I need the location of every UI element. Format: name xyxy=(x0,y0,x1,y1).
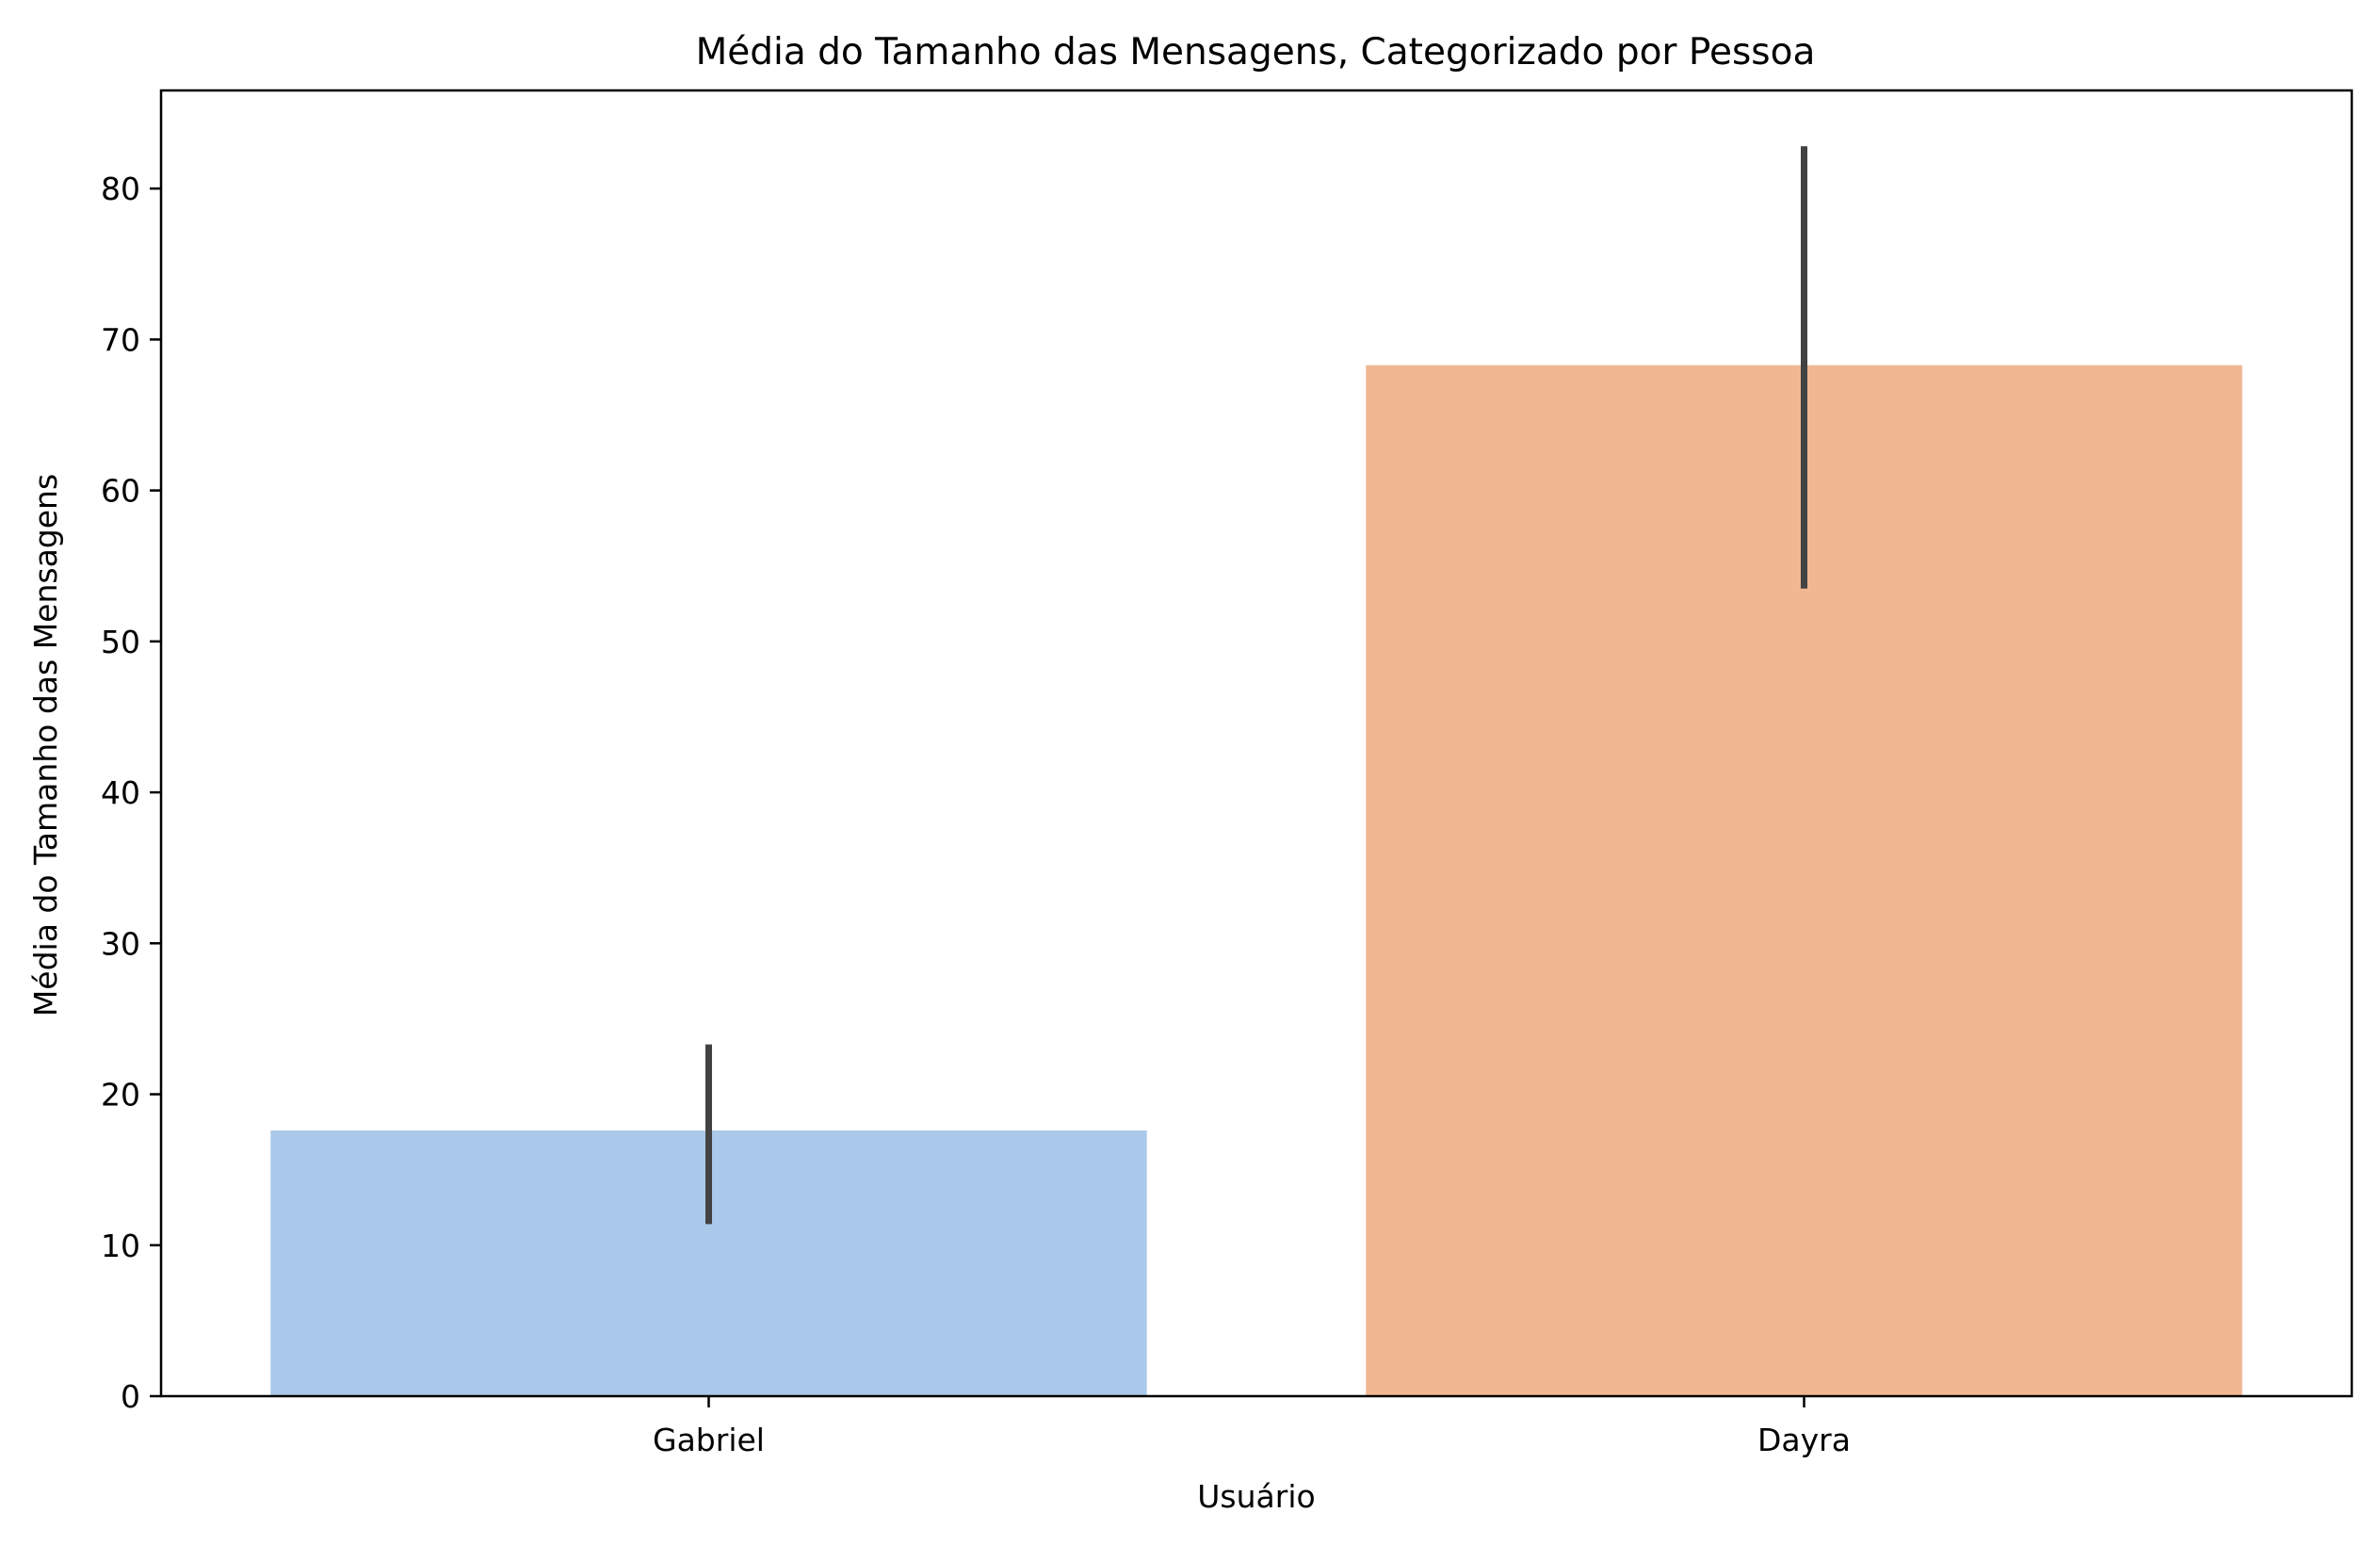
y-tick-label: 40 xyxy=(101,774,140,811)
x-axis-label: Usuário xyxy=(1197,1478,1315,1515)
y-tick-label: 70 xyxy=(101,321,140,358)
y-tick-label: 30 xyxy=(101,925,140,962)
chart-title: Média do Tamanho das Mensagens, Categori… xyxy=(696,31,1816,73)
y-tick-label: 10 xyxy=(101,1228,140,1264)
y-axis-ticks: 0 10 20 30 40 50 60 70 80 xyxy=(101,171,161,1415)
x-axis-ticks: Gabriel Dayra xyxy=(653,1396,1851,1458)
plot-area-frame xyxy=(159,89,2354,1398)
y-tick-label: 60 xyxy=(101,473,140,510)
x-tick-label: Gabriel xyxy=(653,1422,765,1458)
x-tick-label: Dayra xyxy=(1757,1422,1851,1458)
y-tick-label: 80 xyxy=(101,171,140,207)
y-tick-label: 20 xyxy=(101,1077,140,1114)
bars-group xyxy=(270,365,2242,1396)
error-bars-group xyxy=(705,146,1807,1225)
y-axis-label: Média do Tamanho das Mensagens xyxy=(27,474,64,1016)
y-tick-label: 0 xyxy=(121,1378,140,1415)
y-tick-label: 50 xyxy=(101,624,140,660)
